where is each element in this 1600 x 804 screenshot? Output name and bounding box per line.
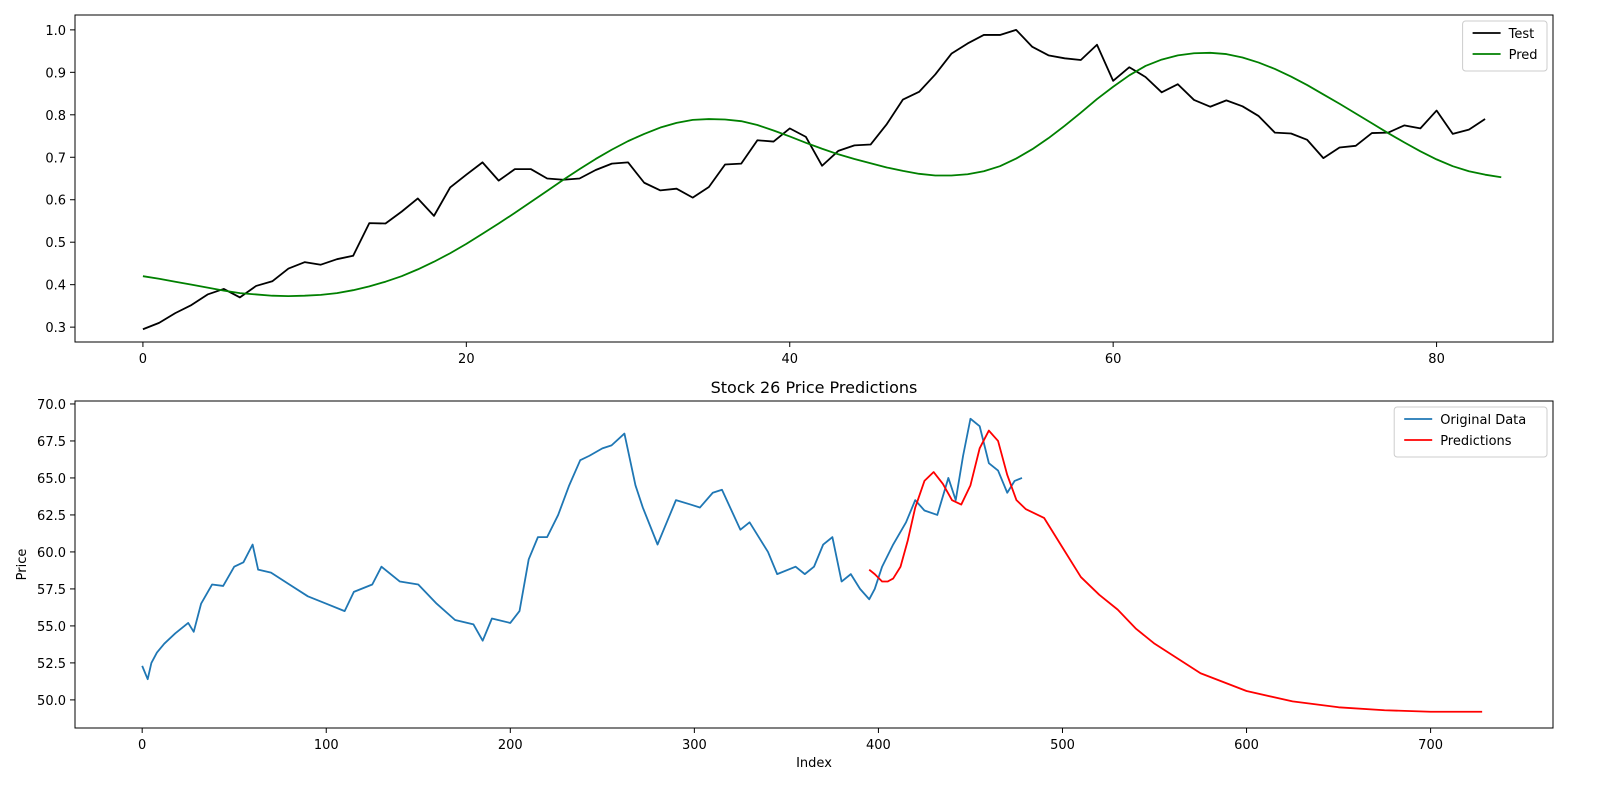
y-tick-label: 0.5: [45, 236, 66, 251]
legend-box: [1462, 20, 1548, 72]
x-tick-label: 700: [1418, 738, 1443, 753]
x-tick-label: 0: [139, 352, 147, 367]
y-tick-label: 52.5: [37, 657, 66, 672]
legend-label: Test: [1508, 27, 1535, 42]
x-tick-label: 400: [866, 738, 891, 753]
y-tick-label: 0.9: [45, 66, 66, 81]
x-axis-label: Index: [796, 756, 832, 771]
axes-frame: [74, 400, 1554, 729]
x-tick-label: 20: [458, 352, 475, 367]
chart-title: Stock 26 Price Predictions: [711, 378, 918, 397]
y-tick-label: 50.0: [37, 694, 66, 709]
x-tick-label: 500: [1050, 738, 1075, 753]
y-tick-label: 0.8: [45, 109, 66, 124]
x-tick-label: 40: [781, 352, 798, 367]
x-tick-label: 600: [1234, 738, 1259, 753]
x-tick-label: 200: [498, 738, 523, 753]
legend-box: [1393, 406, 1548, 458]
y-tick-label: 70.0: [37, 398, 66, 413]
y-tick-label: 57.5: [37, 583, 66, 598]
y-tick-label: 60.0: [37, 546, 66, 561]
bottom-axes-stock-price-predictions: 0 100 200 300 400 500 600 700 50.0 52.5 55.0 57.5 60…: [15, 378, 1554, 771]
x-tick-label: 100: [314, 738, 339, 753]
series-line-test: [142, 28, 1486, 331]
y-tick-label: 62.5: [37, 509, 66, 524]
legend: Original Data Predictions: [1393, 406, 1548, 458]
series-line-pred: [142, 51, 1502, 298]
legend: Test Pred: [1462, 20, 1548, 72]
series-line-original-data: [141, 417, 1023, 681]
x-tick-label: 0: [138, 738, 146, 753]
legend-label: Predictions: [1440, 434, 1512, 449]
top-axes-test-vs-pred: 0 20 40 60 80 0.3 0.4 0.5 0.6 0.7 0.8 0.9 1.0 Test Pre…: [45, 14, 1554, 367]
y-tick-label: 0.6: [45, 194, 66, 209]
legend-label: Original Data: [1440, 413, 1526, 428]
y-axis-label: Price: [15, 549, 30, 581]
y-tick-label: 67.5: [37, 435, 66, 450]
series-line-predictions: [868, 429, 1483, 713]
y-tick-label: 0.3: [45, 321, 66, 336]
y-tick-label: 1.0: [45, 24, 66, 39]
x-tick-label: 300: [682, 738, 707, 753]
x-tick-label: 60: [1105, 352, 1122, 367]
axes-frame: [74, 14, 1554, 343]
y-tick-label: 0.4: [45, 279, 66, 294]
y-tick-label: 0.7: [45, 151, 66, 166]
legend-label: Pred: [1509, 48, 1538, 63]
y-tick-label: 65.0: [37, 472, 66, 487]
x-tick-label: 80: [1428, 352, 1445, 367]
y-tick-label: 55.0: [37, 620, 66, 635]
